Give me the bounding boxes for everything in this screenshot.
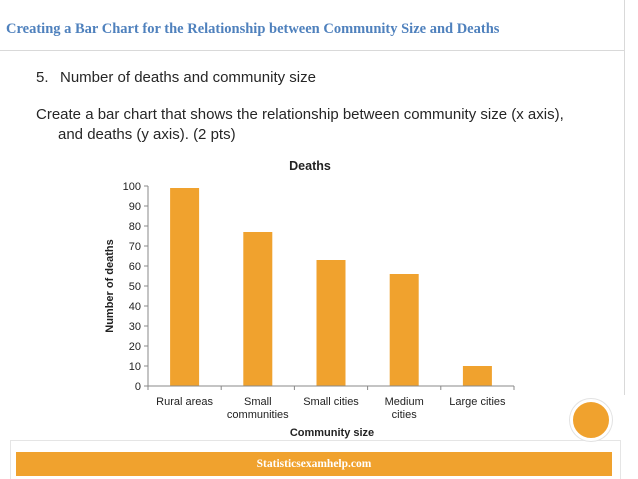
- footer-right-edge: [620, 440, 621, 479]
- footer-text: Statisticsexamhelp.com: [256, 458, 372, 470]
- y-tick-label: 30: [129, 321, 141, 333]
- bar: [243, 232, 273, 386]
- x-tick-label-line: cities: [392, 409, 418, 421]
- y-axis-title: Number of deaths: [104, 239, 116, 333]
- y-tick-label: 90: [129, 201, 141, 213]
- x-tick-label: Small communities: [227, 396, 289, 421]
- bars: [170, 188, 492, 386]
- title-divider: [0, 50, 624, 51]
- bar: [389, 274, 419, 386]
- x-tick-label-line: Medium: [385, 396, 424, 408]
- slide-title: Creating a Bar Chart for the Relationshi…: [6, 21, 500, 37]
- decorative-circle: [570, 399, 612, 441]
- y-tick-label: 10: [129, 361, 141, 373]
- y-tick-label: 20: [129, 341, 141, 353]
- x-tick-label-line: Small: [244, 396, 272, 408]
- y-tick-label: 80: [129, 221, 141, 233]
- footer-divider: [10, 440, 620, 441]
- y-tick-label: 0: [135, 381, 141, 393]
- x-tick-label: Small cities: [303, 396, 359, 408]
- x-axis-title: Community size: [290, 427, 374, 439]
- y-tick-label: 70: [129, 241, 141, 253]
- y-tick-label: 60: [129, 261, 141, 273]
- deaths-bar-chart: Deaths Number of deaths Community size 0…: [104, 159, 515, 439]
- instruction-line-1: Create a bar chart that shows the relati…: [36, 106, 564, 123]
- x-tick-label: Rural areas: [156, 396, 213, 408]
- bar: [170, 188, 200, 386]
- y-tick-label: 100: [123, 181, 141, 193]
- x-tick-label-line: communities: [227, 409, 289, 421]
- x-tick-label-line: Small cities: [303, 396, 359, 408]
- slide-edge-divider: [624, 0, 625, 395]
- x-tick-label: Large cities: [449, 396, 506, 408]
- x-tick-label: Medium cities: [385, 396, 424, 421]
- y-tick-label: 50: [129, 281, 141, 293]
- list-item-text: Number of deaths and community size: [60, 69, 316, 86]
- list-item-number-of-deaths: 5. Number of deaths and community size: [36, 68, 316, 88]
- footer-left-edge: [10, 440, 11, 479]
- instruction-paragraph: Create a bar chart that shows the relati…: [36, 105, 616, 145]
- footer-bar: [16, 452, 612, 476]
- chart-title: Deaths: [289, 159, 331, 173]
- y-tick-label: 40: [129, 301, 141, 313]
- list-item-number: 5.: [36, 69, 49, 86]
- instruction-line-2: and deaths (y axis). (2 pts): [58, 126, 236, 143]
- bar: [316, 260, 346, 386]
- y-axis-ticks: 0 10 20 30 40 50 60 70 80 90 100: [123, 181, 148, 393]
- x-tick-label-line: Rural areas: [156, 396, 213, 408]
- axes: [147, 186, 514, 387]
- x-tick-label-line: Large cities: [449, 396, 506, 408]
- bar: [462, 366, 492, 386]
